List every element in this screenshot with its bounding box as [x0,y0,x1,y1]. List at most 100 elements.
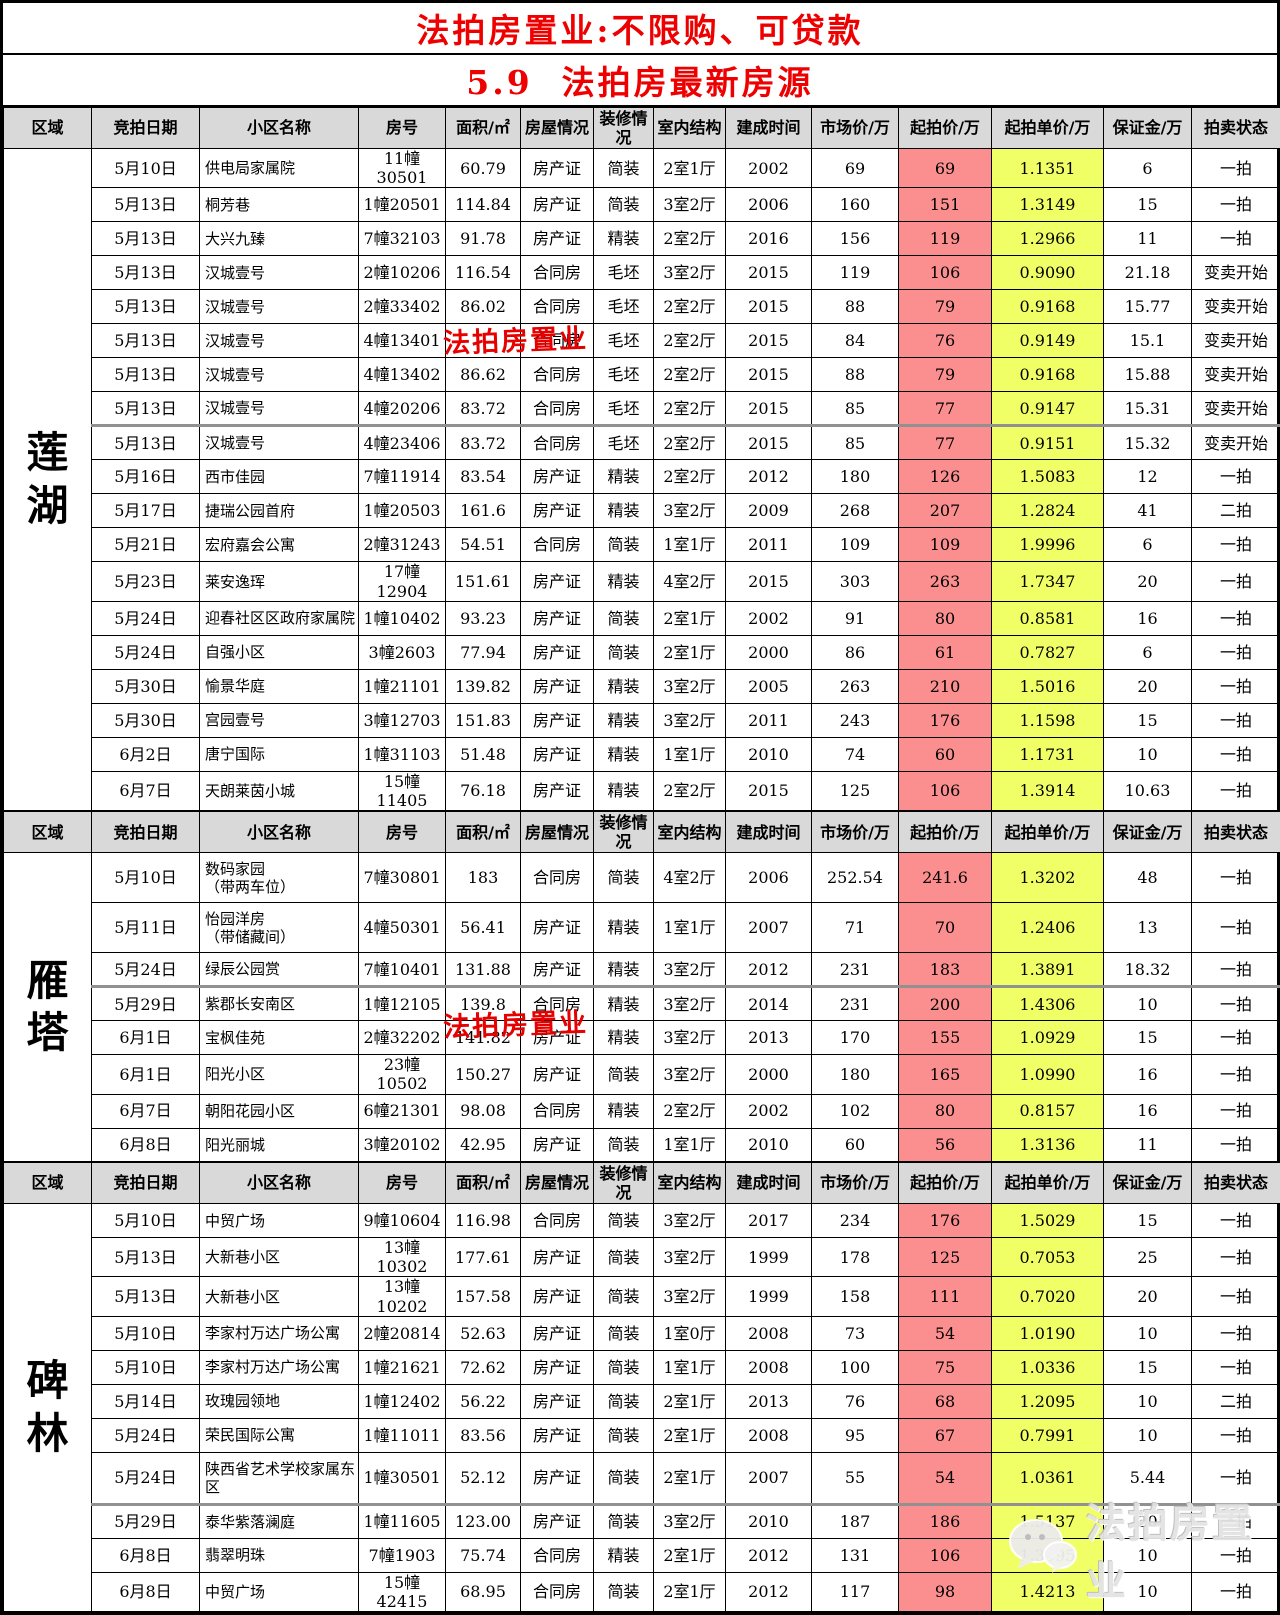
cell-layout: 1室1厅 [654,1350,726,1384]
column-header: 建成时间 [726,108,812,149]
cell-market: 69 [812,149,899,188]
column-header: 竞拍日期 [92,1162,200,1204]
cell-date: 5月13日 [92,1238,200,1277]
cell-unit: 1.1351 [992,149,1104,188]
column-header: 面积/㎡ [446,811,521,853]
cell-year: 2015 [726,358,812,392]
cell-market: 60 [812,1128,899,1162]
cell-layout: 2室1厅 [654,149,726,188]
cell-status: 变卖开始 [1192,290,1280,324]
cell-unit: 1.0990 [992,1055,1104,1094]
cell-year: 2002 [726,149,812,188]
column-header: 房号 [359,1162,446,1204]
column-header: 市场价/万 [812,811,899,853]
cell-layout: 3室2厅 [654,188,726,222]
cell-date: 5月17日 [92,494,200,528]
cell-room: 13幢10302 [359,1238,446,1277]
cell-start: 70 [899,903,992,953]
cell-start: 76 [899,324,992,358]
cell-room: 4幢20206 [359,392,446,426]
cell-room: 2幢32202 [359,1021,446,1055]
cell-unit: 0.9147 [992,392,1104,426]
cell-deco: 精装 [594,1538,654,1572]
cell-unit: 0.9168 [992,358,1104,392]
cell-market: 268 [812,494,899,528]
cell-status: 一拍 [1192,703,1280,737]
cell-deco: 精装 [594,737,654,771]
column-header: 拍卖状态 [1192,811,1280,853]
cell-deposit: 10 [1104,1316,1192,1350]
cell-start: 61 [899,635,992,669]
cell-layout: 3室2厅 [654,256,726,290]
cell-cert: 房产证 [521,1504,594,1538]
page-title: 法拍房置业:不限购、可贷款 [416,4,863,52]
cell-market: 178 [812,1238,899,1277]
cell-layout: 3室2厅 [654,669,726,703]
cell-room: 17幢12904 [359,562,446,601]
cell-name: 陕西省艺术学校家属东区 [200,1452,359,1504]
cell-unit: 1.2095 [992,1384,1104,1418]
column-header: 装修情况 [594,108,654,149]
cell-market: 76 [812,1384,899,1418]
cell-year: 2008 [726,1350,812,1384]
cell-year: 2015 [726,256,812,290]
cell-deco: 简装 [594,1418,654,1452]
cell-status: 二拍 [1192,1384,1280,1418]
cell-date: 5月30日 [92,669,200,703]
cell-start: 165 [899,1055,992,1094]
cell-start: 126 [899,460,992,494]
cell-deco: 精装 [594,494,654,528]
cell-layout: 2室2厅 [654,1094,726,1128]
cell-deco: 简装 [594,1277,654,1316]
column-header: 起拍单价/万 [992,1162,1104,1204]
cell-start: 241.6 [899,853,992,903]
cell-deco: 简装 [594,1128,654,1162]
cell-date: 6月2日 [92,737,200,771]
cell-name: 宝枫佳苑 [200,1021,359,1055]
cell-room: 15幢42415 [359,1572,446,1611]
cell-area: 93.23 [446,601,521,635]
cell-deco: 精装 [594,953,654,987]
page-subtitle: 5.9 法拍房最新房源 [466,56,813,104]
cell-area: 123.00 [446,1504,521,1538]
cell-status: 一拍 [1192,1418,1280,1452]
cell-unit: 1.5029 [992,1204,1104,1238]
cell-market: 170 [812,1021,899,1055]
cell-layout: 3室2厅 [654,1238,726,1277]
cell-room: 13幢10202 [359,1277,446,1316]
cell-market: 131 [812,1538,899,1572]
cell-date: 5月23日 [92,562,200,601]
cell-cert: 房产证 [521,1384,594,1418]
cell-start: 60 [899,737,992,771]
cell-unit: 1.3136 [992,1128,1104,1162]
cell-room: 7幢1903 [359,1538,446,1572]
cell-start: 77 [899,426,992,460]
cell-layout: 1室1厅 [654,1128,726,1162]
cell-layout: 3室2厅 [654,1021,726,1055]
cell-name: 大新巷小区 [200,1238,359,1277]
cell-name: 紫郡长安南区 [200,987,359,1021]
cell-market: 71 [812,903,899,953]
cell-unit: 1.1598 [992,703,1104,737]
cell-market: 86 [812,635,899,669]
cell-room: 15幢11405 [359,771,446,811]
cell-unit: 0.9090 [992,256,1104,290]
cell-layout: 2室1厅 [654,1452,726,1504]
cell-area: 68.95 [446,1572,521,1611]
cell-date: 5月10日 [92,1316,200,1350]
cell-year: 2012 [726,1572,812,1611]
cell-cert: 合同房 [521,426,594,460]
cell-cert: 房产证 [521,1021,594,1055]
cell-area: 75.74 [446,1538,521,1572]
cell-year: 2008 [726,1418,812,1452]
cell-layout: 2室2厅 [654,324,726,358]
